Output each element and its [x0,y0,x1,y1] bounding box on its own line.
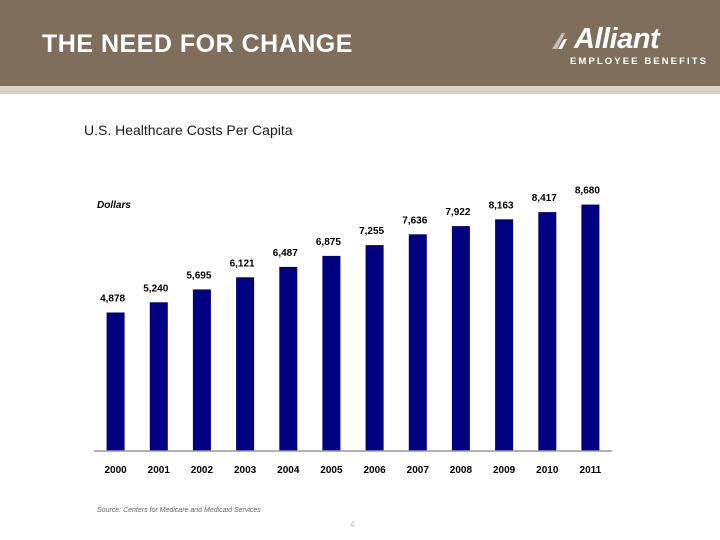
header-band [0,0,720,86]
value-label-2010: 8,417 [532,193,557,204]
bar-2006 [365,245,384,451]
bar-2003 [236,277,255,451]
bar-2001 [149,302,168,451]
chart-title: U.S. Healthcare Costs Per Capita [84,122,293,138]
bar-2008 [451,226,470,451]
x-tick-label-2000: 2000 [104,465,127,476]
value-label-2009: 8,163 [489,200,514,211]
bar-2002 [192,289,211,451]
logo-tagline: EMPLOYEE BENEFITS [570,56,709,67]
x-tick-label-2008: 2008 [450,465,473,476]
logo-chevron-icon [552,33,567,49]
x-tick-label-2011: 2011 [580,465,602,476]
x-tick-label-2001: 2001 [148,465,171,476]
x-tick-label-2007: 2007 [407,465,430,476]
bar-2011 [581,204,600,451]
value-label-2011: 8,680 [575,186,600,197]
x-tick-label-2010: 2010 [536,465,559,476]
logo-wordmark: Alliant [574,23,660,55]
x-tick-label-2006: 2006 [363,465,386,476]
value-label-2001: 5,240 [143,283,168,294]
value-label-2003: 6,121 [230,258,255,269]
value-label-2004: 6,487 [273,248,298,259]
value-label-2006: 7,255 [359,226,384,237]
page-number: 4 [350,520,355,529]
value-label-group: 4,878 5,240 5,695 6,121 6,487 6,875 7,255 7,636… [100,186,600,305]
x-tick-label-2003: 2003 [234,465,257,476]
bar-2005 [322,255,341,451]
slide-title: THE NEED FOR CHANGE [42,30,353,58]
bar-2007 [408,234,427,451]
bar-2000 [106,312,125,451]
y-axis-unit-label: Dollars [97,200,131,211]
value-label-2007: 7,636 [402,215,427,226]
bar-group [106,204,600,451]
source-note: Source: Centers for Medicare and Medicai… [97,507,261,514]
x-tick-label-2002: 2002 [191,465,214,476]
bar-2004 [279,266,298,451]
alliant-logo: Alliant EMPLOYEE BENEFITS [552,23,706,70]
value-label-2002: 5,695 [186,270,211,281]
value-label-2008: 7,922 [445,207,470,218]
x-tick-label-2005: 2005 [320,465,343,476]
value-label-2005: 6,875 [316,237,341,248]
header-rule [0,86,720,94]
value-label-2000: 4,878 [100,294,125,305]
x-tick-label-2004: 2004 [277,465,300,476]
bar-2009 [495,219,514,451]
x-tick-label-group: 2000 2001 2002 2003 2004 2005 2006 2007 2008 2009… [104,465,601,476]
bar-2010 [538,212,557,451]
x-tick-label-2009: 2009 [493,465,516,476]
